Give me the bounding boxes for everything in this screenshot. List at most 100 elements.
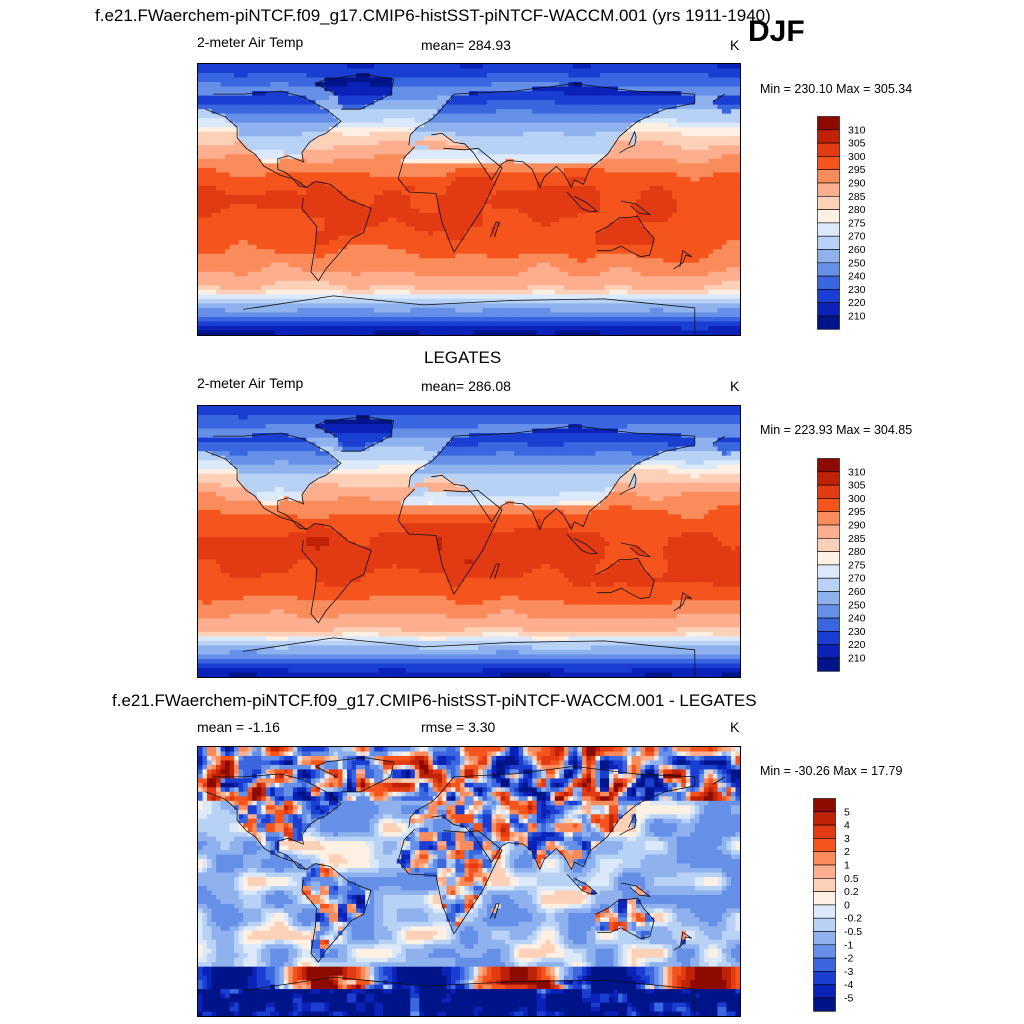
colorbar-tick-label: 270	[848, 573, 866, 585]
colorbar-tick-label: 250	[848, 599, 866, 611]
panel-2-mean-label: mean= 286.08	[421, 379, 511, 393]
colorbar-swatch	[817, 275, 840, 290]
colorbar-tick-label: 285	[848, 191, 866, 203]
colorbar-tick-label: -3	[844, 966, 853, 978]
panel-2-minmax-label: Min = 223.93 Max = 304.85	[760, 424, 912, 437]
colorbar-tick-label: 295	[848, 506, 866, 518]
colorbar-tick-label: 0.2	[844, 886, 859, 898]
panel-2-title: LEGATES	[424, 349, 501, 366]
colorbar-swatch	[817, 604, 840, 619]
colorbar-tick-label: 260	[848, 244, 866, 256]
panel-2-map	[197, 405, 741, 678]
colorbar-swatch	[817, 302, 840, 317]
colorbar-swatch	[817, 458, 840, 473]
panel-2-variable-label: 2-meter Air Temp	[197, 376, 303, 390]
colorbar-swatch	[817, 631, 840, 645]
colorbar-tick-label: 210	[848, 653, 866, 665]
colorbar-tick-label: 280	[848, 204, 866, 216]
colorbar-swatch	[813, 944, 836, 959]
colorbar-tick-label: 220	[848, 297, 866, 309]
colorbar-tick-label: 250	[848, 257, 866, 269]
colorbar-swatch	[817, 551, 840, 566]
panel-1-variable-label: 2-meter Air Temp	[197, 35, 303, 49]
colorbar-tick-label: -4	[844, 979, 853, 991]
colorbar-tick-label: 1	[844, 860, 850, 872]
colorbar-swatch	[817, 169, 840, 184]
colorbar-tick-label: -5	[844, 993, 853, 1005]
colorbar-tick-label: 260	[848, 586, 866, 598]
colorbar-tick-label: 285	[848, 533, 866, 545]
colorbar-tick-label: 230	[848, 626, 866, 638]
colorbar-swatch	[817, 315, 840, 330]
colorbar-tick-label: 240	[848, 613, 866, 625]
colorbar-swatch	[817, 289, 840, 303]
panel-1-minmax-label: Min = 230.10 Max = 305.34	[760, 83, 912, 96]
colorbar-tick-label: 275	[848, 559, 866, 571]
colorbar-tick-label: 300	[848, 151, 866, 163]
colorbar-swatch	[813, 824, 836, 839]
panel-1-colorbar: 310 305 300 295 290 285 280 275 270 260 250 240 230 2…	[817, 116, 897, 331]
colorbar-swatch	[817, 617, 840, 632]
colorbar-swatch	[817, 196, 840, 210]
panel-1-map	[197, 63, 741, 336]
colorbar-tick-label: 210	[848, 311, 866, 323]
colorbar-swatch	[813, 838, 836, 853]
colorbar-swatch	[817, 222, 840, 237]
colorbar-swatch	[813, 984, 836, 999]
colorbar-tick-label: 230	[848, 284, 866, 296]
panel-1-units-label: K	[730, 38, 739, 52]
colorbar-swatch	[817, 209, 840, 224]
colorbar-tick-label: -0.2	[844, 913, 862, 925]
panel-3-units-label: K	[730, 720, 739, 734]
panel-2-colorbar: 310 305 300 295 290 285 280 275 270 260 250 240 230 2…	[817, 458, 897, 673]
colorbar-tick-label: 290	[848, 520, 866, 532]
colorbar-swatch	[813, 904, 836, 919]
colorbar-swatch	[813, 997, 836, 1012]
colorbar-swatch	[817, 156, 840, 171]
panel-3-mean-label: mean = -1.16	[197, 720, 280, 734]
colorbar-swatch	[817, 577, 840, 592]
colorbar-swatch	[817, 657, 840, 672]
colorbar-swatch	[817, 262, 840, 277]
colorbar-swatch	[817, 249, 840, 264]
colorbar-tick-label: 310	[848, 466, 866, 478]
colorbar-swatch	[817, 182, 840, 197]
colorbar-tick-label: 310	[848, 124, 866, 136]
colorbar-swatch	[817, 235, 840, 250]
colorbar-swatch	[817, 484, 840, 499]
colorbar-swatch	[817, 498, 840, 513]
colorbar-swatch	[817, 644, 840, 659]
colorbar-swatch	[817, 511, 840, 526]
panel-1-mean-label: mean= 284.93	[421, 38, 511, 52]
colorbar-swatch	[817, 524, 840, 539]
colorbar-swatch	[813, 864, 836, 879]
colorbar-tick-label: 220	[848, 639, 866, 651]
colorbar-swatch	[817, 116, 840, 131]
colorbar-tick-label: 3	[844, 833, 850, 845]
colorbar-swatch	[813, 811, 836, 826]
colorbar-tick-label: 0.5	[844, 873, 859, 885]
colorbar-swatch	[813, 891, 836, 906]
colorbar-tick-label: 5	[844, 806, 850, 818]
panel-3-minmax-label: Min = -30.26 Max = 17.79	[760, 765, 902, 778]
colorbar-tick-label: 270	[848, 231, 866, 243]
panel-3-map	[197, 746, 741, 1017]
colorbar-tick-label: 295	[848, 164, 866, 176]
colorbar-swatch	[817, 591, 840, 606]
colorbar-tick-label: 305	[848, 138, 866, 150]
colorbar-swatch	[813, 878, 836, 892]
colorbar-swatch	[817, 142, 840, 157]
colorbar-swatch	[817, 129, 840, 144]
colorbar-tick-label: 4	[844, 820, 850, 832]
panel-3-colorbar: 5 4 3 2 1 0.5 0.2 0 -0.2 -0.5 -1 -2 -3 -4 -5	[813, 798, 893, 1013]
colorbar-tick-label: 305	[848, 480, 866, 492]
colorbar-swatch	[813, 851, 836, 866]
colorbar-swatch	[813, 931, 836, 946]
colorbar-swatch	[813, 798, 836, 813]
colorbar-swatch	[817, 471, 840, 486]
colorbar-tick-label: 280	[848, 546, 866, 558]
colorbar-tick-label: 0	[844, 899, 850, 911]
colorbar-tick-label: 290	[848, 178, 866, 190]
season-label: DJF	[748, 17, 805, 47]
panel-3-rmse-label: rmse = 3.30	[421, 720, 495, 734]
